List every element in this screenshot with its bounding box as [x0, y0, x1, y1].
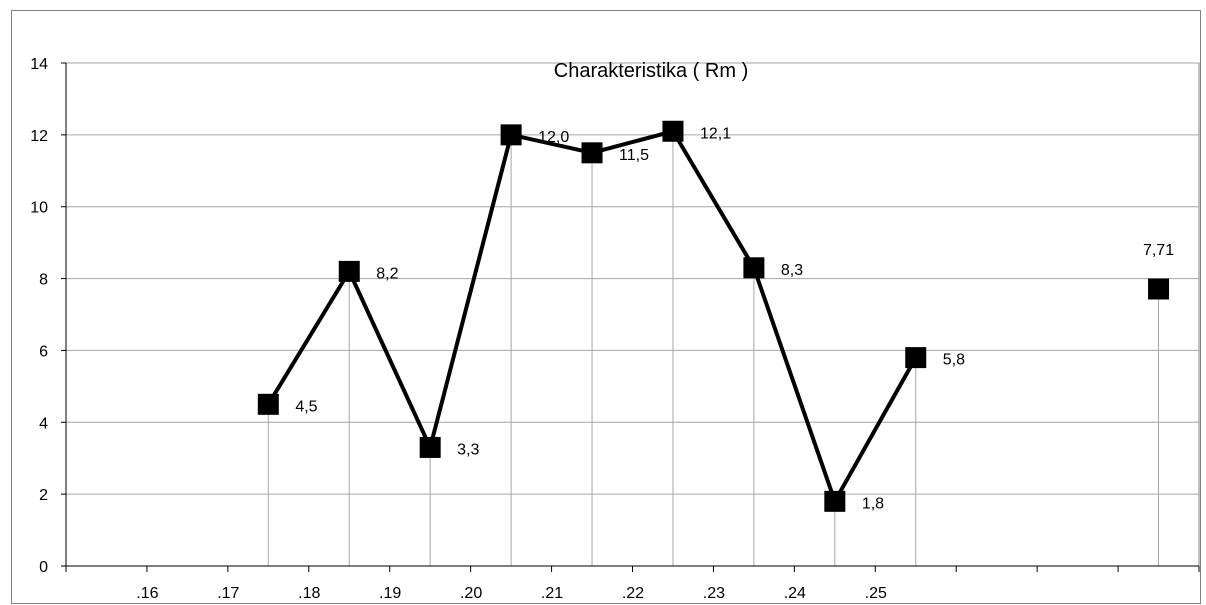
- data-label: 8,2: [376, 265, 398, 282]
- x-tick-label: .23: [703, 585, 725, 602]
- data-label: 12,0: [538, 129, 569, 146]
- plot-area: [65, 62, 1200, 567]
- data-label: 1,8: [862, 495, 884, 512]
- x-tick-label: .21: [541, 585, 563, 602]
- data-point: [581, 142, 603, 164]
- data-label: 4,5: [295, 398, 317, 415]
- data-label: 5,8: [943, 352, 965, 369]
- x-tick-label: .18: [298, 585, 320, 602]
- data-point: [905, 347, 927, 369]
- data-point: [338, 260, 360, 282]
- data-label: 8,3: [781, 262, 803, 279]
- x-tick-label: .22: [622, 585, 644, 602]
- y-tick-label: 6: [39, 343, 48, 360]
- x-tick-label: .16: [136, 585, 158, 602]
- data-label: 7,71: [1143, 242, 1174, 259]
- data-point: [662, 120, 684, 142]
- x-tick-label: .19: [379, 585, 401, 602]
- data-point: [419, 436, 441, 458]
- labels-layer: 4,5 8,2 3,3 12,0 11,5 12,1 8,3 1,8 5,8 7,71: [295, 125, 1174, 512]
- data-label: 11,5: [619, 147, 649, 164]
- y-tick-label: 2: [39, 487, 48, 504]
- y-tick-label: 10: [30, 200, 48, 217]
- data-point: [743, 257, 765, 279]
- y-tick-label: 4: [39, 415, 48, 432]
- drop-lines: [267, 131, 1160, 566]
- data-label: 12,1: [700, 125, 731, 142]
- gridlines: [65, 62, 1200, 567]
- x-tick-label: .25: [865, 585, 887, 602]
- data-point: [500, 124, 522, 146]
- y-tick-label: 8: [39, 272, 48, 289]
- series-layer: [257, 120, 1170, 512]
- y-tick-label: 12: [30, 128, 48, 145]
- data-point: [257, 393, 279, 415]
- data-point: [824, 490, 846, 512]
- x-tick-label: .20: [460, 585, 482, 602]
- y-tick-label: 14: [30, 56, 48, 73]
- x-tick-label: .17: [217, 585, 239, 602]
- axes: 0 2 4 6 8 10 12 14 .16 .17 .18 .19 .20 .21 .22 .23 .24 .2…: [30, 56, 1200, 602]
- y-tick-label: 0: [39, 559, 48, 576]
- chart-frame: [11, 10, 1201, 604]
- x-tick-label: .24: [784, 585, 806, 602]
- data-point: [1148, 278, 1170, 300]
- chart-title: Charakteristika ( Rm ): [554, 60, 748, 82]
- data-label: 3,3: [457, 441, 479, 458]
